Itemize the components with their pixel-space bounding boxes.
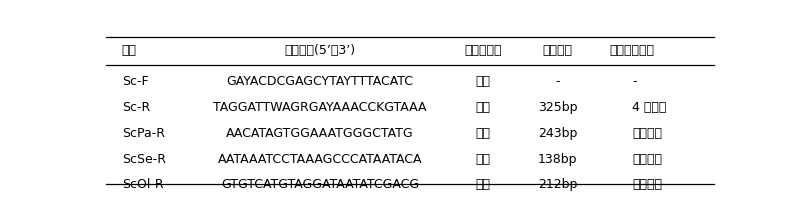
Text: 反向: 反向 (476, 101, 490, 114)
Text: Sc-F: Sc-F (122, 75, 148, 88)
Text: 325bp: 325bp (538, 101, 578, 114)
Text: TAGGATTWAGRGAYAAACCKGTAAA: TAGGATTWAGRGAYAAACCKGTAAA (214, 101, 427, 114)
Text: 反向: 反向 (476, 127, 490, 140)
Text: GTGTCATGTAGGATAATATCGACG: GTGTCATGTAGGATAATATCGACG (221, 179, 419, 191)
Text: -: - (632, 75, 637, 88)
Text: 212bp: 212bp (538, 179, 578, 191)
Text: 138bp: 138bp (538, 153, 578, 166)
Text: 正向: 正向 (476, 75, 490, 88)
Text: 所鉴定的物种: 所鉴定的物种 (610, 44, 654, 57)
Text: 4 种青蟹: 4 种青蟹 (632, 101, 666, 114)
Text: AATAAATCCTAAAGCCCATAATACA: AATAAATCCTAAAGCCCATAATACA (218, 153, 422, 166)
Text: 拟穴青蟹: 拟穴青蟹 (632, 127, 662, 140)
Text: ScOl-R: ScOl-R (122, 179, 163, 191)
Text: 反向: 反向 (476, 179, 490, 191)
Text: AACATAGTGGAAATGGGCTATG: AACATAGTGGAAATGGGCTATG (226, 127, 414, 140)
Text: 引物序列(5’－3’): 引物序列(5’－3’) (285, 44, 356, 57)
Text: Sc-R: Sc-R (122, 101, 150, 114)
Text: 榄绿青蟹: 榄绿青蟹 (632, 179, 662, 191)
Text: -: - (555, 75, 560, 88)
Text: ScSe-R: ScSe-R (122, 153, 166, 166)
Text: 243bp: 243bp (538, 127, 578, 140)
Text: 锯缘青蟹: 锯缘青蟹 (632, 153, 662, 166)
Text: 产物大小: 产物大小 (542, 44, 573, 57)
Text: 正向或反向: 正向或反向 (465, 44, 502, 57)
Text: 名称: 名称 (122, 44, 137, 57)
Text: 反向: 反向 (476, 153, 490, 166)
Text: ScPa-R: ScPa-R (122, 127, 165, 140)
Text: GAYACDCGAGCYTAYTTTACATC: GAYACDCGAGCYTAYTTTACATC (226, 75, 414, 88)
